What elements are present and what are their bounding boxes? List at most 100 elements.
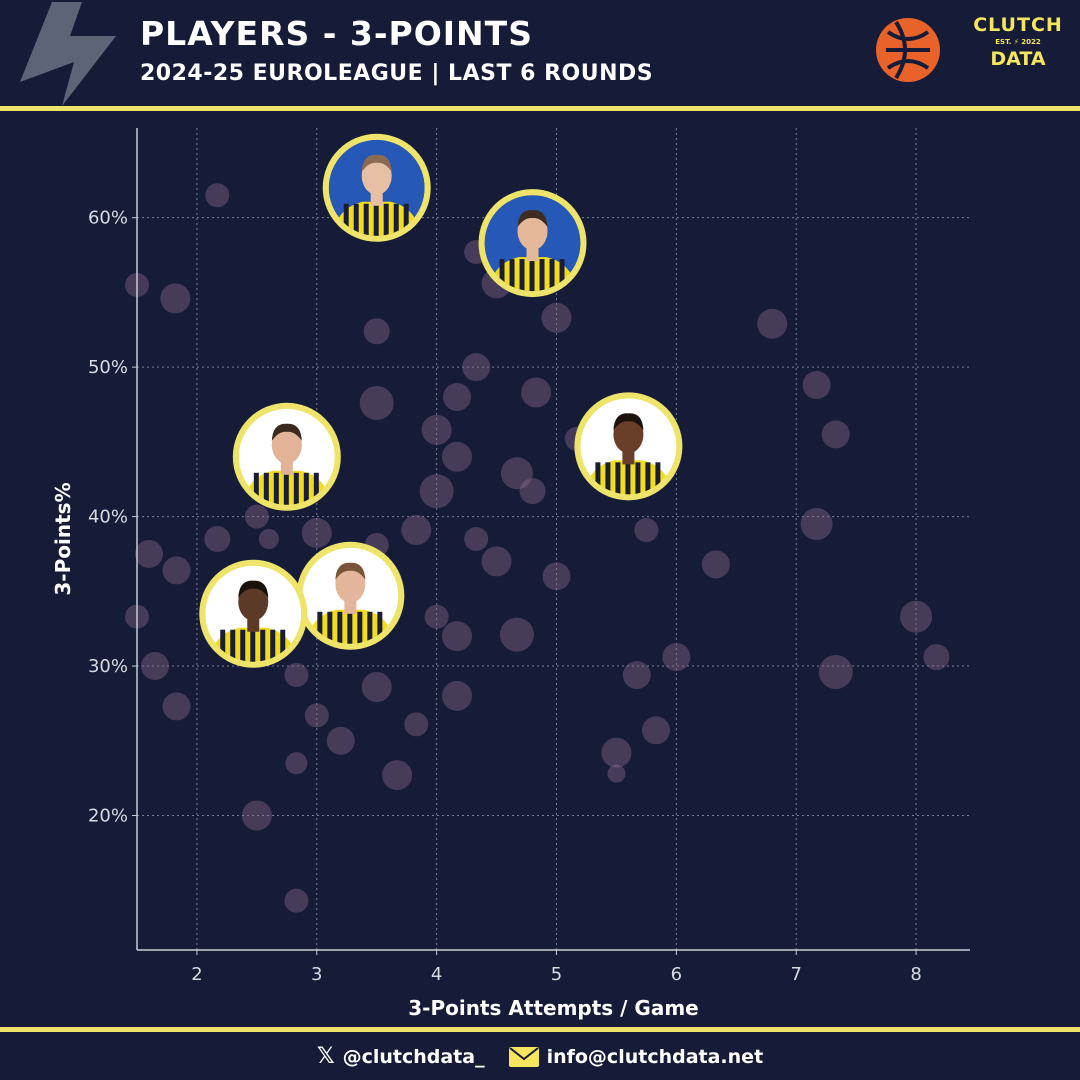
player-avatar[interactable]	[478, 189, 587, 298]
player-avatar[interactable]	[232, 402, 341, 511]
player-avatar[interactable]	[574, 392, 683, 501]
data-point	[140, 652, 169, 681]
envelope-icon	[508, 1046, 539, 1067]
data-point	[662, 643, 691, 672]
clutch-data-logo: CLUTCH EST. ⚡ 2022 DATA	[972, 14, 1064, 90]
jersey-stripe	[250, 629, 256, 662]
data-point	[622, 661, 651, 690]
page-subtitle: 2024-25 EUROLEAGUE | LAST 6 ROUNDS	[140, 61, 654, 86]
brand-est: EST. ⚡ 2022	[995, 38, 1041, 46]
x-tick-label: 8	[910, 964, 921, 985]
y-tick-label: 60%	[88, 208, 128, 229]
data-point	[301, 518, 332, 549]
data-point	[634, 518, 659, 543]
face	[335, 564, 366, 603]
y-tick-label: 40%	[88, 507, 128, 528]
face	[238, 582, 269, 621]
data-point	[359, 385, 394, 420]
data-point	[284, 888, 309, 913]
hair	[361, 154, 392, 172]
page-title: PLAYERS - 3-POINTS	[140, 14, 533, 53]
hair	[517, 210, 548, 228]
x-axis-label: 3-Points Attempts / Game	[408, 996, 698, 1020]
axes: 2 3 4 5 6 7 8 20% 30% 40% 50% 60% 3-Points Attempts …	[51, 128, 970, 1020]
footer: 𝕏 @clutchdata_ info@clutchdata.net	[0, 1038, 1080, 1080]
hair	[613, 413, 644, 431]
jersey-stripe	[363, 203, 369, 236]
email-link[interactable]: info@clutchdata.net	[508, 1046, 763, 1068]
jersey-stripe	[303, 472, 309, 505]
data-point	[442, 621, 473, 652]
data-point	[499, 617, 534, 652]
jersey-stripe	[373, 203, 379, 236]
jersey-stripe	[357, 611, 363, 644]
hair	[238, 580, 269, 598]
jersey-stripe	[367, 611, 373, 644]
jersey-stripe	[283, 472, 289, 505]
data-point	[134, 539, 163, 568]
player-avatars	[199, 133, 683, 668]
jersey-stripe	[337, 611, 343, 644]
jersey-stripe	[393, 203, 399, 236]
jersey-stripe	[327, 611, 333, 644]
jersey-stripe	[270, 629, 276, 662]
data-point	[284, 663, 309, 688]
player-avatar[interactable]	[322, 133, 431, 242]
x-tick-label: 5	[551, 964, 562, 985]
hair	[335, 562, 366, 580]
neck	[526, 247, 539, 262]
face	[517, 212, 548, 251]
header: PLAYERS - 3-POINTS 2024-25 EUROLEAGUE | …	[0, 0, 1080, 107]
data-point	[519, 478, 546, 505]
jersey-stripe	[529, 259, 535, 292]
data-point	[424, 604, 449, 629]
jersey-stripe	[273, 472, 279, 505]
data-point	[443, 383, 472, 412]
jersey-stripe	[313, 472, 319, 505]
data-point	[802, 371, 831, 400]
neck	[622, 450, 635, 465]
y-tick-label: 30%	[88, 656, 128, 677]
jersey-stripe	[293, 472, 299, 505]
data-point	[419, 474, 454, 509]
data-point	[462, 353, 491, 382]
data-point	[607, 764, 626, 783]
data-point	[401, 515, 432, 546]
neck	[247, 617, 260, 632]
data-point	[442, 441, 473, 472]
jersey-stripe	[230, 629, 236, 662]
player-avatar[interactable]	[199, 559, 308, 668]
y-axis-label: 3-Points%	[51, 482, 75, 595]
data-point	[701, 550, 730, 579]
twitter-handle[interactable]: 𝕏 @clutchdata_	[316, 1044, 485, 1069]
jersey-stripe	[280, 629, 286, 662]
jersey-stripe	[499, 259, 505, 292]
brand-bottom: DATA	[990, 48, 1046, 70]
hair	[271, 423, 302, 441]
data-point	[821, 420, 850, 449]
jersey-stripe	[240, 629, 246, 662]
jersey-stripe	[549, 259, 555, 292]
player-avatar[interactable]	[296, 541, 405, 650]
jersey-stripe	[519, 259, 525, 292]
lightning-bolt-icon	[20, 2, 116, 106]
euroleague-logo-icon	[876, 18, 940, 82]
jersey-stripe	[343, 203, 349, 236]
jersey-stripe	[253, 472, 259, 505]
data-point	[521, 377, 552, 408]
data-point	[800, 508, 833, 541]
face	[361, 156, 392, 195]
mini-bolt-icon: ⚡	[1013, 38, 1019, 46]
jersey-stripe	[263, 472, 269, 505]
x-tick-label: 3	[311, 964, 322, 985]
jersey-stripe	[645, 462, 651, 495]
neck	[370, 191, 383, 206]
brand-top: CLUTCH	[973, 14, 1063, 36]
data-point	[382, 760, 413, 791]
data-point	[258, 529, 279, 549]
jersey-stripe	[377, 611, 383, 644]
data-point	[162, 692, 191, 721]
header-divider	[0, 106, 1080, 111]
data-point	[442, 680, 473, 711]
x-tick-label: 6	[671, 964, 682, 985]
